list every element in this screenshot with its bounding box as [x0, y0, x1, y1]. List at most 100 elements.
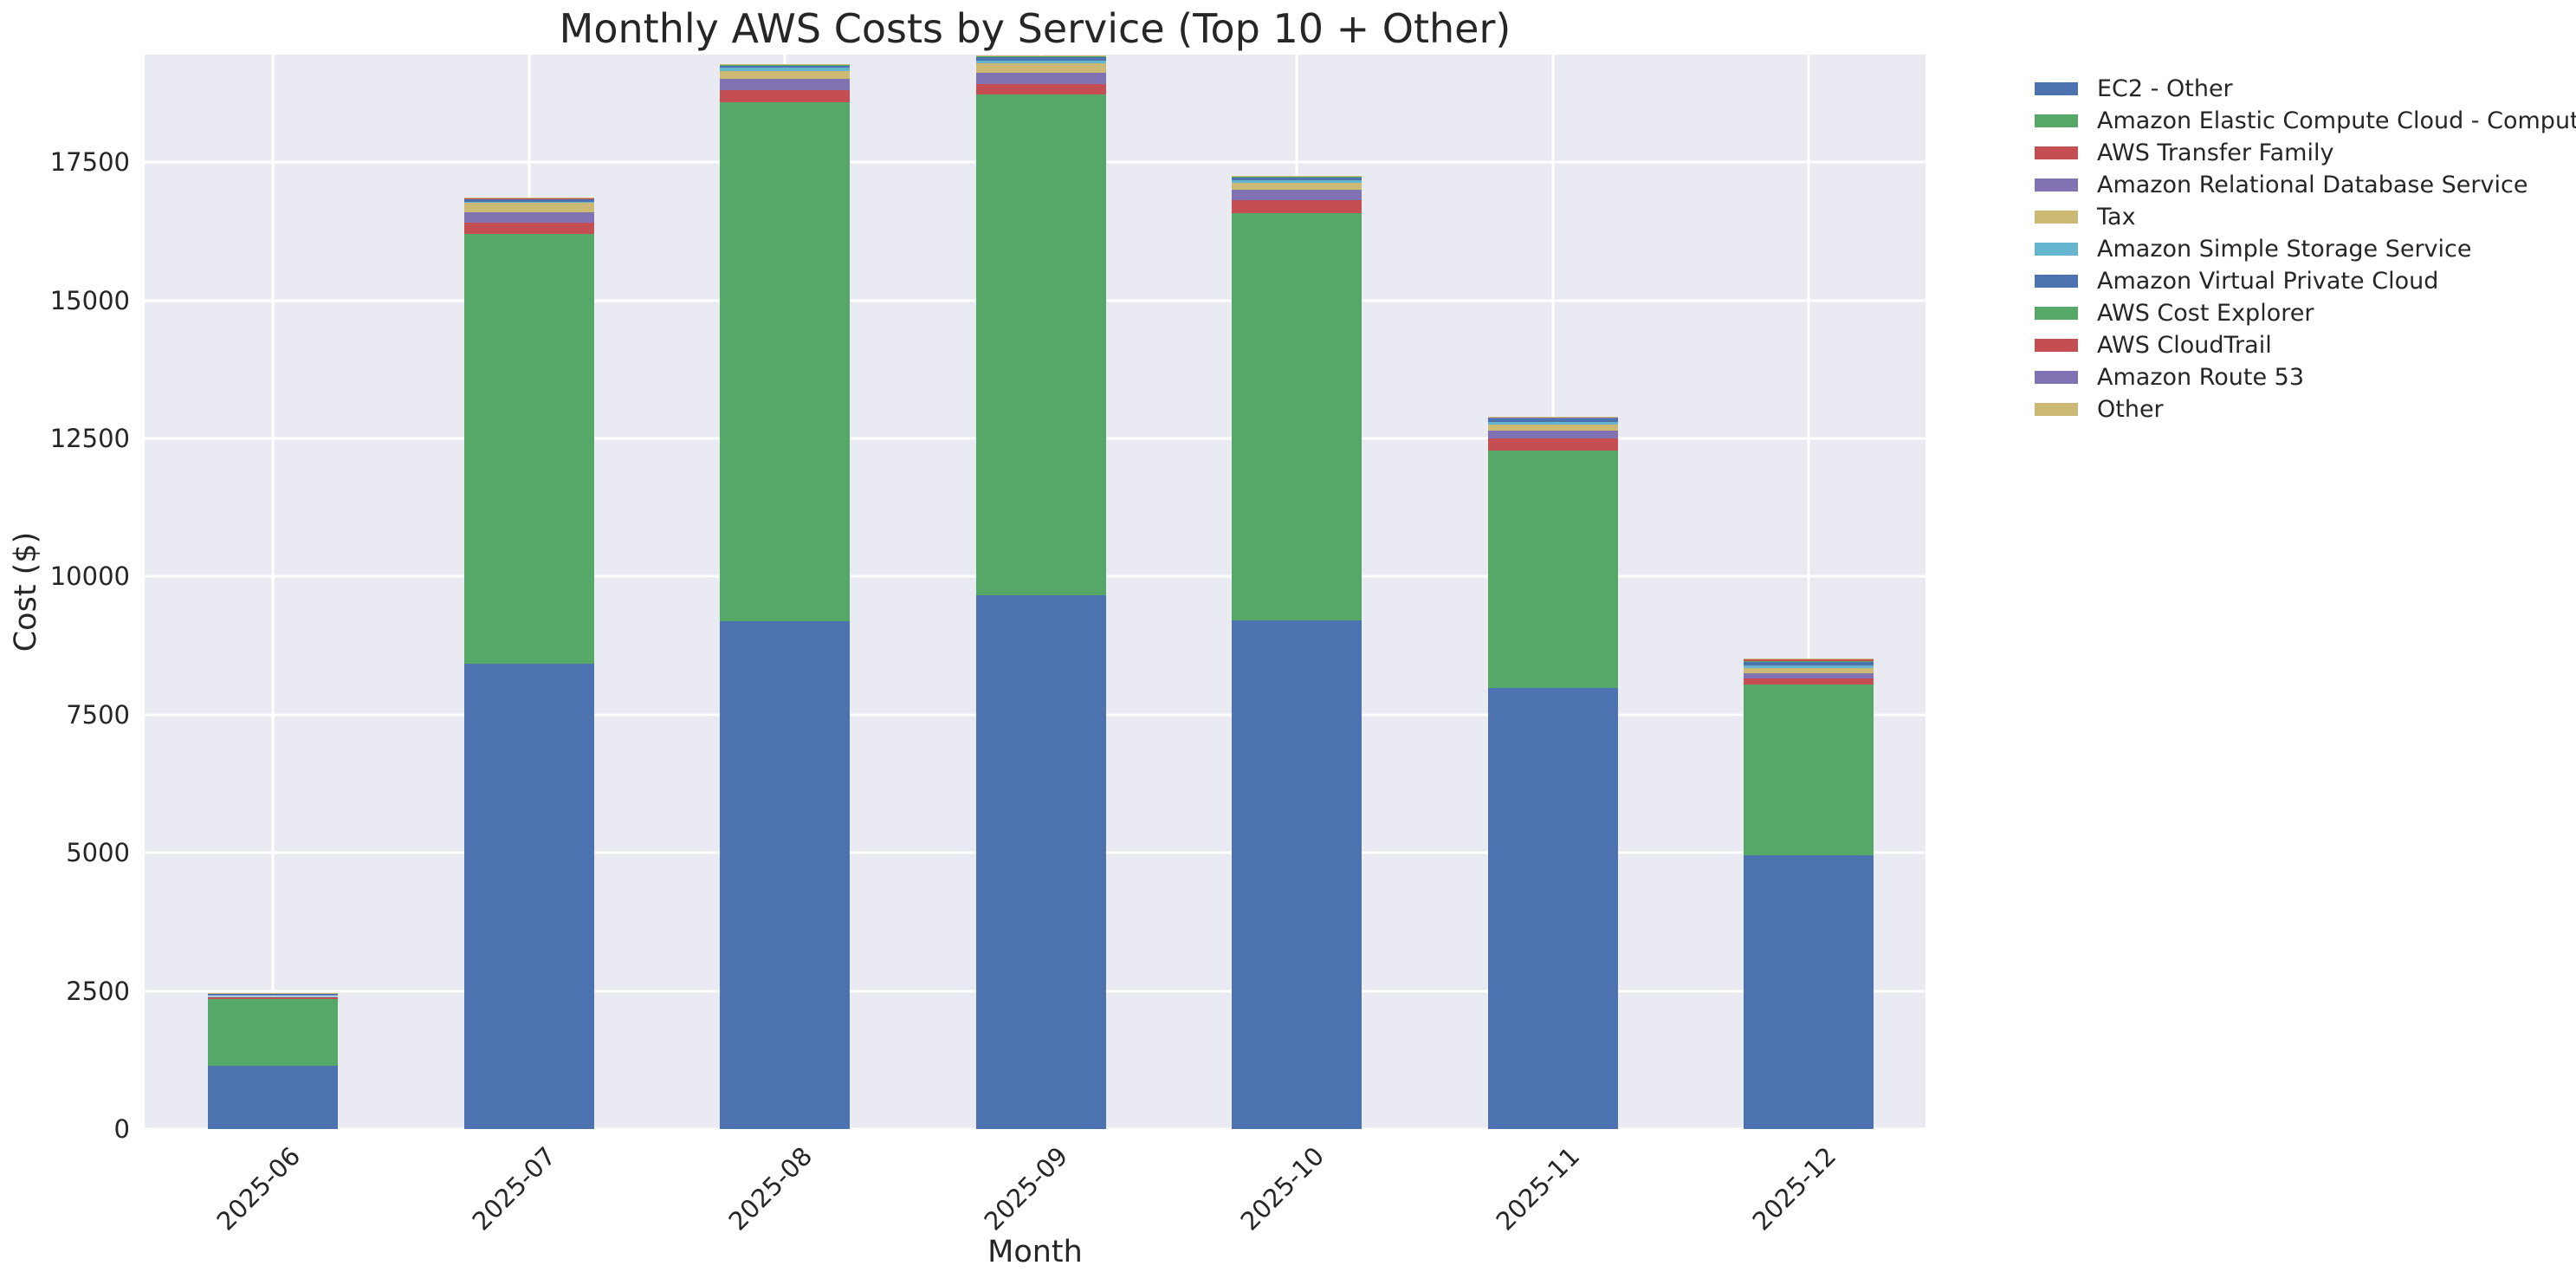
- legend-item: Amazon Elastic Compute Cloud - Compute: [2035, 105, 2576, 137]
- bar-segment: [1232, 180, 1362, 183]
- bar-segment: [975, 73, 1106, 84]
- legend-item: Tax: [2035, 201, 2576, 233]
- legend-item: Amazon Virtual Private Cloud: [2035, 265, 2576, 297]
- y-tick-label: 7500: [66, 699, 130, 730]
- bar-segment: [975, 594, 1106, 1129]
- bar-segment: [208, 996, 338, 998]
- bar-segment: [1744, 678, 1874, 685]
- bar-segment: [1487, 450, 1618, 689]
- x-tick-label: 2025-10: [1234, 1141, 1330, 1236]
- legend-label: Amazon Elastic Compute Cloud - Compute: [2097, 107, 2576, 134]
- legend-item: EC2 - Other: [2035, 73, 2576, 105]
- bar-segment: [720, 89, 850, 102]
- bar-segment: [1232, 189, 1362, 201]
- bar-segment: [975, 83, 1106, 95]
- x-tick-label: 2025-07: [466, 1141, 562, 1236]
- legend-swatch: [2035, 403, 2078, 416]
- bar-segment: [1232, 200, 1362, 214]
- gridline-horizontal: [145, 1127, 1926, 1131]
- bar-segment: [1487, 688, 1618, 1129]
- bar-segment: [975, 61, 1106, 63]
- bar-segment: [208, 1066, 338, 1129]
- y-tick-label: 10000: [49, 561, 130, 592]
- legend-label: Tax: [2097, 204, 2136, 230]
- bar-segment: [1744, 665, 1874, 668]
- legend-swatch: [2035, 82, 2078, 95]
- bar-segment: [1744, 854, 1874, 1129]
- legend-item: AWS Transfer Family: [2035, 137, 2576, 169]
- bar-segment: [1744, 684, 1874, 855]
- bar-segment: [1744, 667, 1874, 674]
- bar-segment: [1232, 213, 1362, 621]
- bar-segment: [1744, 673, 1874, 679]
- legend-label: Other: [2097, 396, 2164, 423]
- x-axis-label: Month: [987, 1235, 1083, 1269]
- bar-segment: [1487, 430, 1618, 439]
- legend-swatch: [2035, 243, 2078, 256]
- bar-segment: [1744, 659, 1874, 661]
- x-tick-label: 2025-11: [1490, 1141, 1586, 1236]
- bar-segment: [463, 202, 594, 213]
- x-tick-label: 2025-12: [1746, 1141, 1842, 1236]
- bar-segment: [1487, 424, 1618, 431]
- legend-swatch: [2035, 339, 2078, 352]
- x-tick-label: 2025-06: [210, 1141, 307, 1236]
- legend-item: AWS CloudTrail: [2035, 329, 2576, 361]
- bar-segment: [463, 201, 594, 203]
- legend-item: Other: [2035, 393, 2576, 425]
- legend-swatch: [2035, 275, 2078, 288]
- gridline-vertical: [1807, 55, 1810, 1129]
- y-tick-label: 12500: [49, 424, 130, 454]
- bar-segment: [1487, 421, 1618, 425]
- bar-segment: [720, 65, 850, 68]
- legend-swatch: [2035, 146, 2078, 159]
- bar-segment: [720, 101, 850, 622]
- bar-segment: [208, 997, 338, 999]
- bar-segment: [208, 998, 338, 1067]
- bar-segment: [463, 222, 594, 235]
- x-tick-label: 2025-09: [978, 1141, 1074, 1236]
- legend-item: Amazon Simple Storage Service: [2035, 233, 2576, 265]
- legend-swatch: [2035, 178, 2078, 191]
- bar-segment: [1232, 177, 1362, 181]
- bar-segment: [208, 993, 338, 996]
- bar-segment: [463, 234, 594, 665]
- bar-segment: [975, 94, 1106, 595]
- legend-swatch: [2035, 211, 2078, 224]
- legend-label: AWS Transfer Family: [2097, 140, 2334, 166]
- bar-segment: [720, 70, 850, 79]
- y-tick-label: 0: [113, 1114, 130, 1144]
- plot-area: [145, 55, 1926, 1131]
- legend-label: AWS CloudTrail: [2097, 332, 2272, 359]
- legend-swatch: [2035, 307, 2078, 320]
- legend-label: Amazon Virtual Private Cloud: [2097, 268, 2439, 295]
- bar-segment: [463, 198, 594, 202]
- bar-segment: [1232, 620, 1362, 1129]
- y-tick-label: 17500: [49, 147, 130, 178]
- y-axis-label: Cost ($): [9, 531, 43, 652]
- legend-item: Amazon Relational Database Service: [2035, 169, 2576, 201]
- bar-segment: [1232, 176, 1362, 178]
- bar-segment: [720, 78, 850, 90]
- legend-label: Amazon Simple Storage Service: [2097, 236, 2472, 263]
- legend-swatch: [2035, 371, 2078, 384]
- legend-label: EC2 - Other: [2097, 75, 2233, 102]
- bar-segment: [1487, 438, 1618, 451]
- bar-segment: [1744, 661, 1874, 666]
- bar-segment: [208, 996, 338, 997]
- legend-label: Amazon Relational Database Service: [2097, 172, 2528, 198]
- legend-label: Amazon Route 53: [2097, 364, 2305, 391]
- y-tick-label: 15000: [49, 285, 130, 315]
- bar-segment: [463, 212, 594, 223]
- bar-segment: [975, 55, 1106, 62]
- chart-title: Monthly AWS Costs by Service (Top 10 + O…: [559, 5, 1511, 52]
- legend-label: AWS Cost Explorer: [2097, 300, 2314, 327]
- gridline-vertical: [271, 55, 275, 1129]
- bar-segment: [463, 664, 594, 1129]
- y-tick-label: 2500: [66, 976, 130, 1006]
- bar-segment: [1487, 418, 1618, 422]
- y-tick-label: 5000: [66, 838, 130, 868]
- bar-segment: [720, 621, 850, 1129]
- bar-segment: [1232, 182, 1362, 190]
